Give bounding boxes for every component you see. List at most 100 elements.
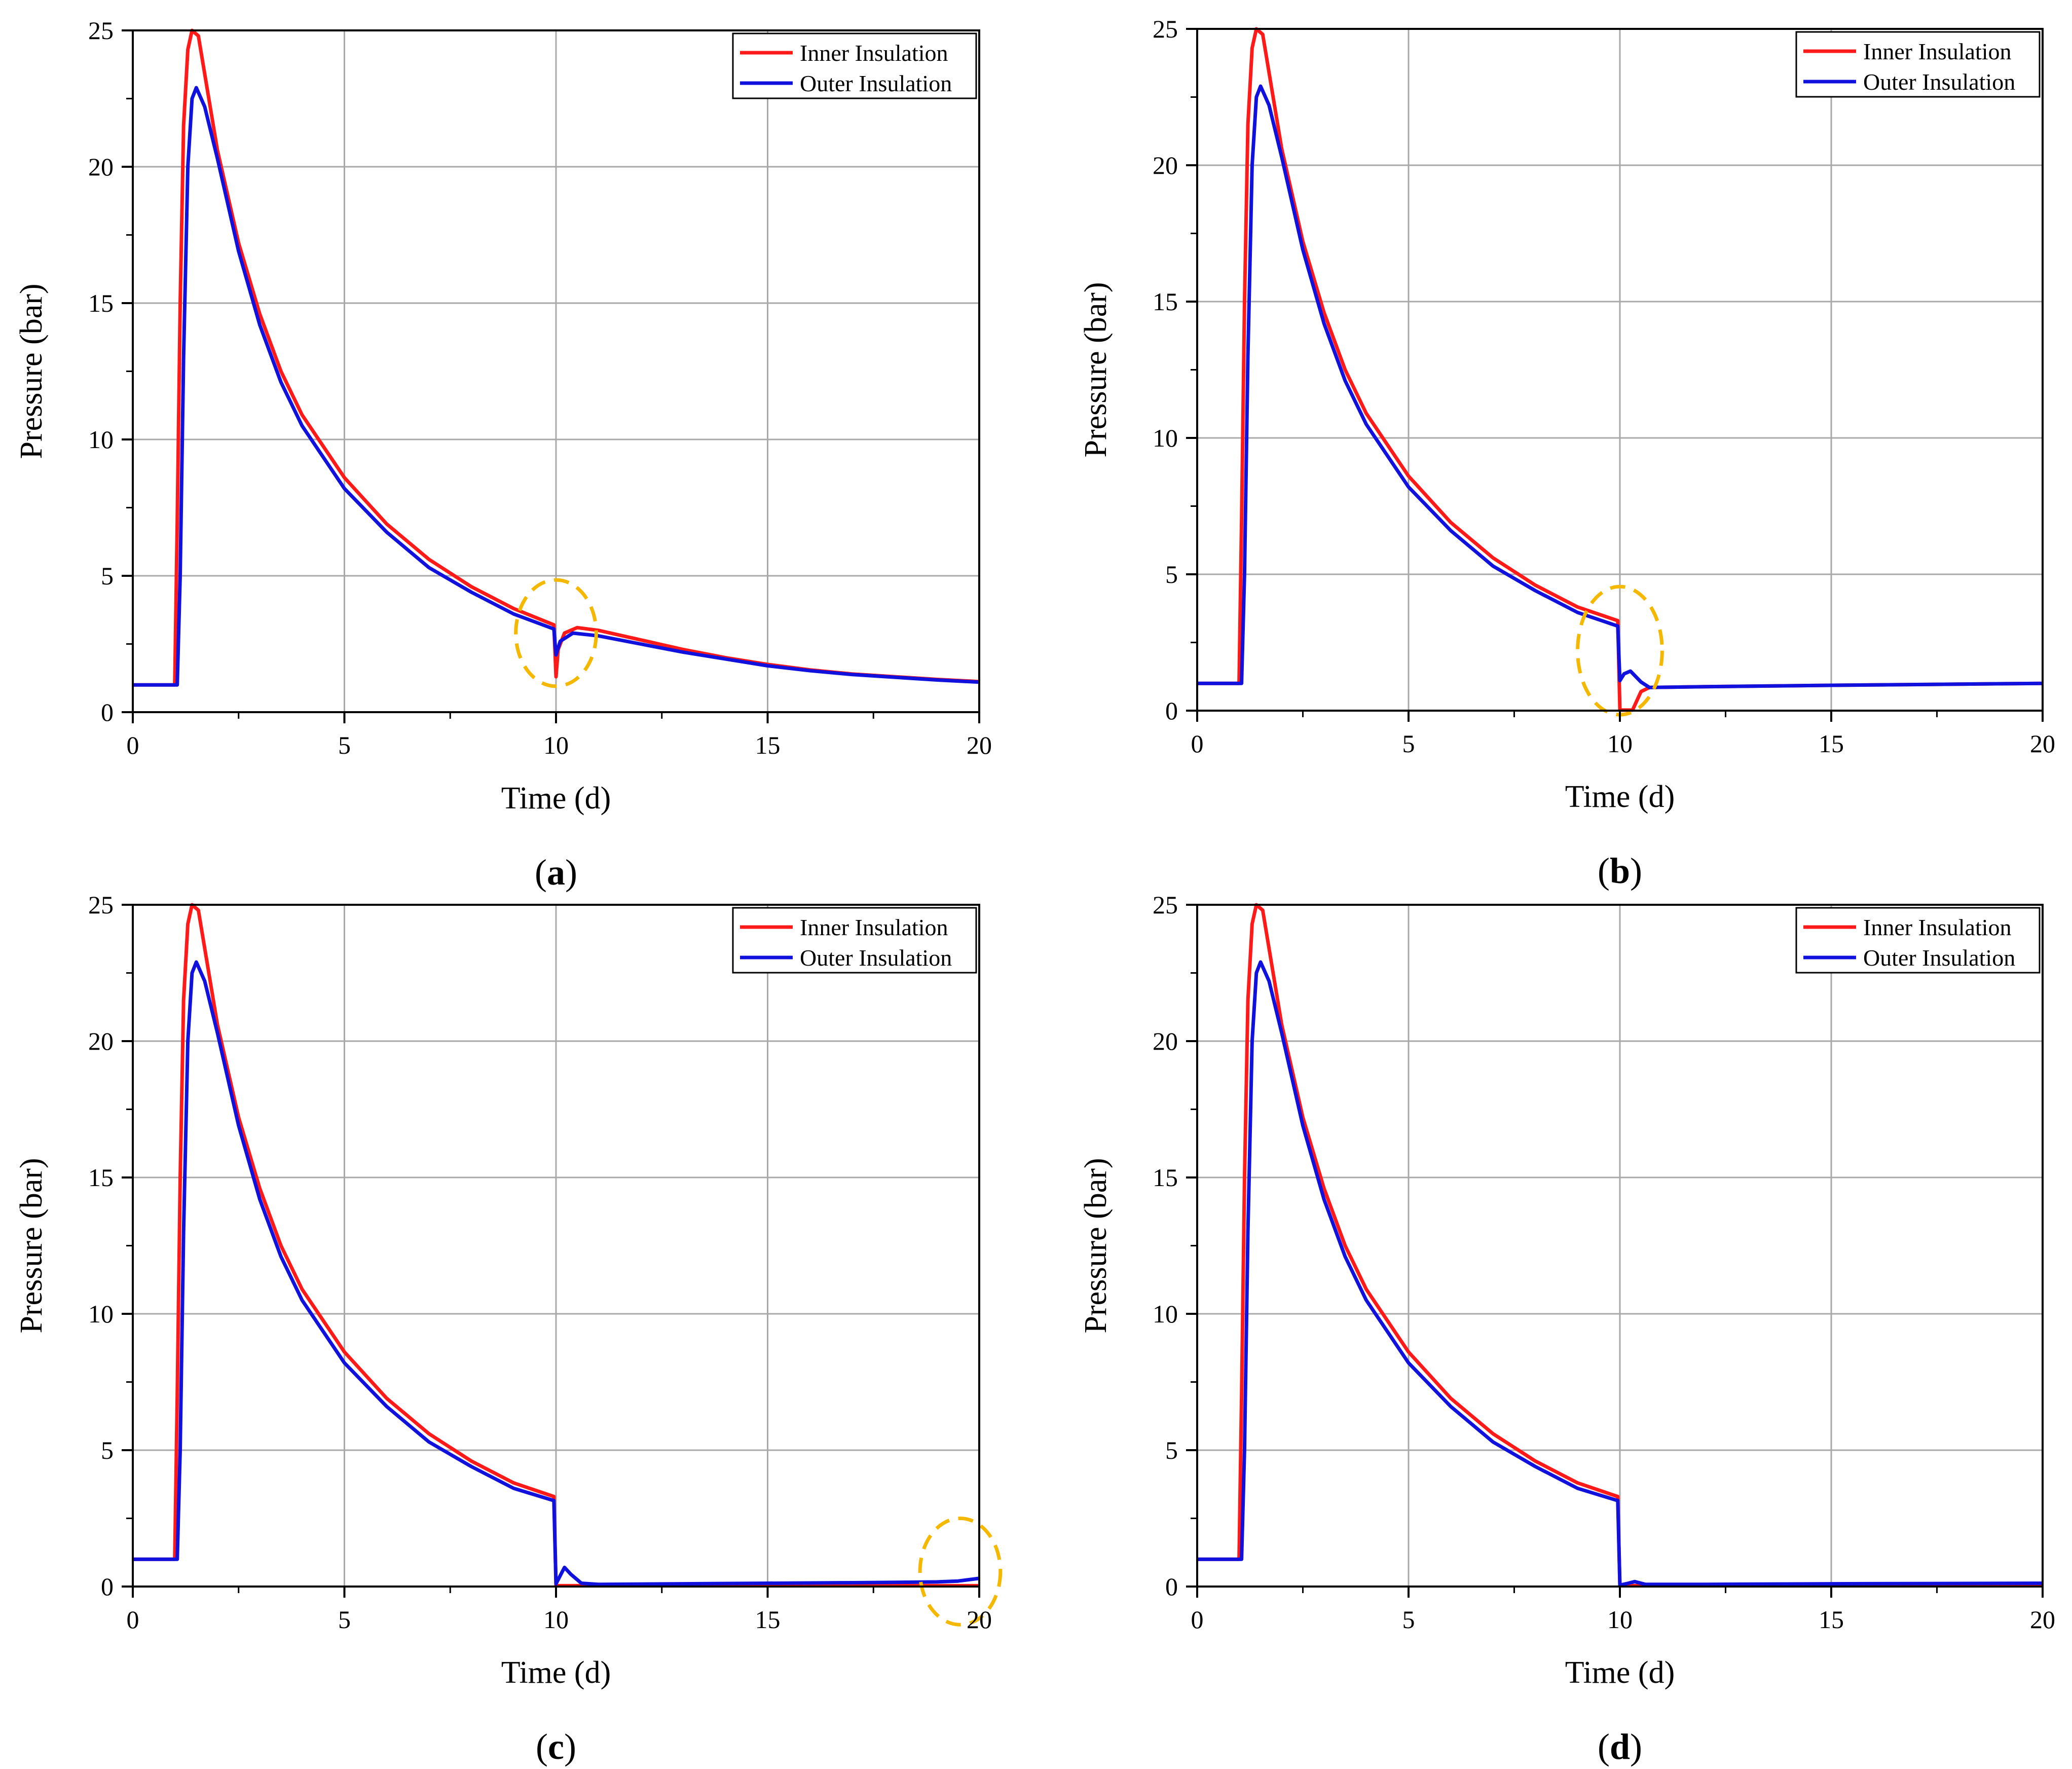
legend-box (1795, 907, 2041, 974)
y-tick-label: 25 (88, 891, 114, 919)
legend: Inner Insulation Outer Insulation (732, 907, 977, 974)
series-line-outer-insulation (1197, 84, 2043, 689)
x-tick-label: 10 (1607, 1605, 1633, 1634)
x-tick-label: 5 (338, 731, 351, 759)
y-tick-label: 5 (1165, 1436, 1178, 1464)
legend-box (732, 32, 977, 99)
panel-c: 0 5 10 15 20 0 5 10 15 20 25 Time (d) Pressure (bar)… (14, 891, 1003, 1767)
x-axis-title: Time (d) (1565, 780, 1675, 814)
x-tick-label: 10 (543, 731, 569, 759)
x-tick-label: 5 (1402, 1605, 1415, 1634)
x-tick-label: 0 (127, 1605, 139, 1634)
series-line-outer-insulation (133, 86, 980, 687)
x-tick-label: 0 (1191, 729, 1204, 758)
y-tick-label: 5 (101, 1436, 114, 1464)
legend-label: Inner Insulation (1863, 914, 2012, 940)
y-tick-label: 15 (88, 289, 114, 317)
caption-paren: ( (1598, 1726, 1610, 1767)
x-tick-label: 10 (1607, 729, 1633, 758)
legend-label: Outer Insulation (800, 945, 952, 971)
y-axis-title: Pressure (bar) (14, 283, 49, 459)
x-tick-label: 0 (127, 731, 139, 759)
x-axis-title: Time (d) (501, 781, 611, 816)
gridlines (1196, 28, 2044, 712)
y-tick-label: 20 (88, 153, 114, 181)
y-tick-label: 25 (88, 16, 114, 45)
legend-label: Inner Insulation (800, 40, 948, 66)
y-tick-label: 15 (88, 1163, 114, 1192)
series-line-inner-insulation (1197, 27, 2043, 712)
x-tick-label: 5 (1402, 729, 1415, 758)
legend-box (732, 907, 977, 974)
legend-label: Outer Insulation (800, 70, 952, 96)
y-tick-label: 20 (1153, 1027, 1178, 1055)
gridlines (132, 904, 980, 1588)
x-tick-label: 0 (1191, 1605, 1204, 1634)
x-tick-label: 20 (2030, 729, 2055, 758)
caption-letter: b (1610, 851, 1630, 891)
highlight-ellipse (514, 578, 598, 688)
highlight-ellipse (918, 1517, 1003, 1627)
y-axis-title: Pressure (bar) (1079, 1158, 1113, 1333)
series-line-inner-insulation (133, 903, 979, 1588)
x-tick-label: 20 (967, 1605, 992, 1634)
gridlines (1196, 904, 2044, 1588)
x-tick-label: 15 (1819, 729, 1844, 758)
x-tick-label: 15 (755, 1605, 781, 1634)
gridlines (132, 29, 980, 713)
legend: Inner Insulation Outer Insulation (1795, 31, 2041, 98)
y-tick-label: 0 (1165, 1572, 1178, 1601)
panel-d: 0 5 10 15 20 0 5 10 15 20 25 Time (d) Pressure (bar)… (1079, 891, 2055, 1767)
x-axis-title: Time (d) (501, 1655, 611, 1690)
x-tick-label: 20 (2030, 1605, 2055, 1634)
legend-label: Inner Insulation (1863, 39, 2012, 64)
y-tick-label: 25 (1153, 15, 1178, 43)
x-tick-label: 15 (1819, 1605, 1844, 1634)
panel-a: 0 5 10 15 20 0 5 10 15 20 25 Time (d) Pressure (bar)… (14, 16, 992, 893)
x-axis-title: Time (d) (1565, 1655, 1675, 1690)
series-line-outer-insulation (1197, 960, 2043, 1587)
panel-caption: (b) (1598, 851, 1642, 891)
x-tick-label: 5 (338, 1605, 351, 1634)
panel-b: 0 5 10 15 20 0 5 10 15 20 25 Time (d) Pressure (bar)… (1079, 15, 2055, 891)
x-tick-label: 20 (967, 731, 992, 759)
caption-paren: ) (1630, 1726, 1642, 1767)
y-tick-label: 15 (1153, 1163, 1178, 1192)
panel-caption: (d) (1598, 1726, 1642, 1767)
legend: Inner Insulation Outer Insulation (732, 32, 977, 99)
y-tick-label: 20 (88, 1027, 114, 1055)
y-tick-label: 0 (101, 698, 114, 726)
y-axis-title: Pressure (bar) (14, 1158, 49, 1333)
series-line-inner-insulation (1197, 903, 2043, 1588)
caption-letter: d (1610, 1726, 1630, 1767)
series-line-outer-insulation (133, 960, 980, 1587)
panel-caption: (a) (535, 852, 577, 893)
y-axis-title: Pressure (bar) (1079, 282, 1113, 457)
y-tick-label: 10 (1153, 1300, 1178, 1328)
y-tick-label: 0 (101, 1572, 114, 1601)
caption-paren: ( (535, 852, 547, 893)
y-tick-label: 20 (1153, 151, 1178, 179)
caption-paren: ) (565, 852, 577, 893)
y-tick-label: 10 (88, 1300, 114, 1328)
legend-label: Outer Insulation (1863, 945, 2015, 971)
y-tick-label: 10 (1153, 424, 1178, 452)
y-tick-label: 15 (1153, 287, 1178, 316)
legend-label: Inner Insulation (800, 914, 948, 940)
x-tick-label: 15 (755, 731, 781, 759)
legend: Inner Insulation Outer Insulation (1795, 907, 2041, 974)
legend-box (1795, 31, 2041, 98)
y-tick-label: 25 (1153, 891, 1178, 919)
caption-letter: a (547, 852, 565, 893)
y-tick-label: 0 (1165, 696, 1178, 725)
caption-paren: ) (1630, 851, 1642, 891)
caption-letter: c (548, 1726, 564, 1767)
panel-caption: (c) (536, 1726, 576, 1767)
caption-paren: ( (536, 1726, 548, 1767)
x-tick-label: 10 (543, 1605, 569, 1634)
y-tick-label: 5 (1165, 560, 1178, 588)
caption-paren: ( (1598, 851, 1610, 891)
y-tick-label: 10 (88, 425, 114, 454)
y-tick-label: 5 (101, 562, 114, 590)
